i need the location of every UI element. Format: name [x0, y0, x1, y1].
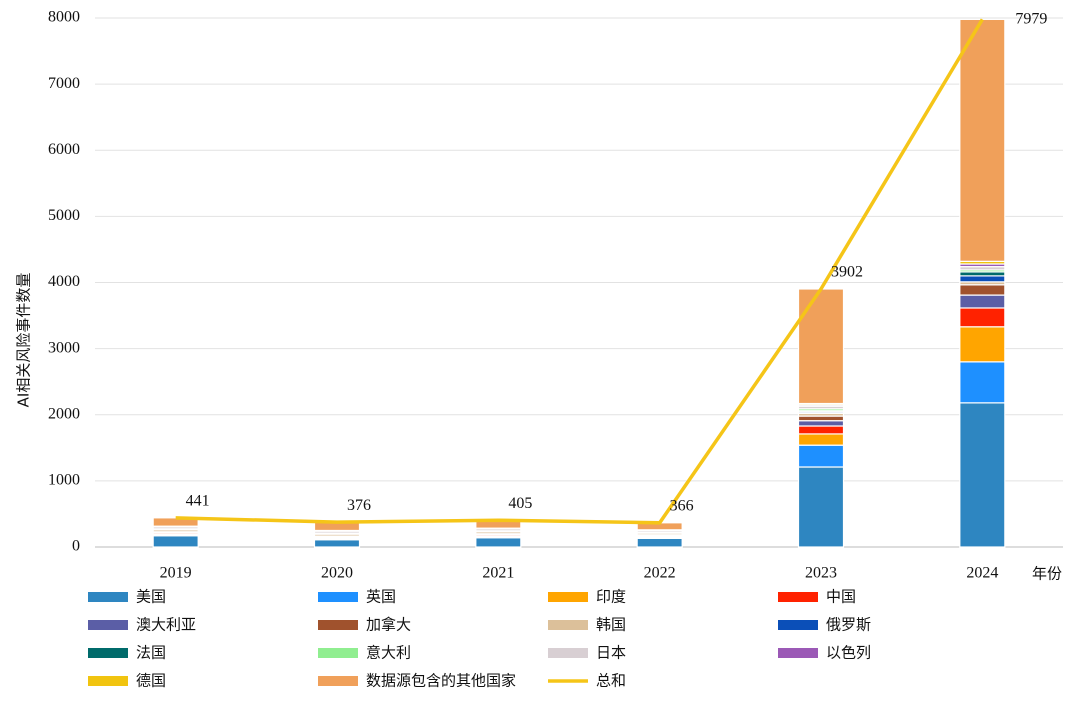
x-tick-label: 2021: [482, 565, 514, 582]
bar-segment: [799, 445, 844, 467]
data-label: 7979: [1015, 11, 1047, 28]
x-tick-label: 2019: [160, 565, 192, 582]
legend-swatch: [88, 648, 128, 658]
y-axis-label: AI相关风险事件数量: [15, 273, 33, 408]
legend-swatch: [778, 620, 818, 630]
bar-segment: [960, 362, 1005, 403]
legend-swatch: [778, 648, 818, 658]
legend-swatch: [88, 676, 128, 686]
bar-segment: [960, 327, 1005, 362]
y-tick-label: 3000: [48, 339, 80, 356]
data-label: 376: [347, 497, 371, 514]
x-tick-label: 2022: [644, 565, 676, 582]
bar-segment: [637, 538, 682, 547]
bar-segment: [799, 434, 844, 445]
bar-segment: [960, 19, 1005, 261]
bar-segment: [960, 403, 1005, 547]
legend-swatch: [318, 648, 358, 658]
legend-label: 俄罗斯: [826, 616, 871, 634]
bar-segment: [799, 467, 844, 547]
legend-swatch: [548, 592, 588, 602]
bar-segment: [476, 538, 521, 547]
legend-label: 法国: [136, 644, 166, 662]
bar-segment: [799, 416, 844, 421]
legend-label: 意大利: [366, 644, 411, 662]
y-tick-label: 5000: [48, 207, 80, 224]
x-tick-label: 2024: [966, 565, 998, 582]
legend-swatch: [548, 620, 588, 630]
y-tick-label: 6000: [48, 141, 80, 158]
bar-segment: [799, 289, 844, 404]
legend-swatch: [318, 620, 358, 630]
bar-segment: [960, 308, 1005, 327]
bar-segment: [799, 426, 844, 434]
legend-label: 韩国: [596, 616, 626, 634]
legend-swatch: [88, 620, 128, 630]
bar-segment: [960, 295, 1005, 308]
x-tick-label: 2023: [805, 565, 837, 582]
y-tick-label: 7000: [48, 75, 80, 92]
legend-label: 德国: [136, 672, 166, 690]
legend-swatch: [778, 592, 818, 602]
legend-label: 加拿大: [366, 616, 411, 634]
bar-segment: [799, 421, 844, 426]
legend-swatch: [88, 592, 128, 602]
bar-segment: [960, 276, 1005, 282]
legend-label: 中国: [826, 588, 856, 606]
legend-label: 印度: [596, 588, 626, 606]
bar-segment: [315, 540, 360, 547]
legend-label: 数据源包含的其他国家: [366, 672, 516, 690]
bar-segment: [960, 285, 1005, 295]
legend-swatch: [548, 648, 588, 658]
data-label: 3902: [831, 264, 863, 281]
legend-label: 英国: [366, 588, 396, 606]
legend-label: 澳大利亚: [136, 616, 196, 634]
data-label: 441: [186, 493, 210, 510]
y-tick-label: 2000: [48, 405, 80, 422]
legend-label: 日本: [596, 644, 626, 662]
data-label: 405: [508, 495, 532, 512]
legend-swatch: [318, 676, 358, 686]
y-tick-label: 4000: [48, 273, 80, 290]
legend-label: 美国: [136, 588, 166, 606]
data-label: 366: [670, 497, 694, 514]
bar-segment: [153, 536, 198, 547]
y-tick-label: 1000: [48, 472, 80, 489]
legend-label: 总和: [596, 672, 626, 690]
x-tick-label: 2020: [321, 565, 353, 582]
y-tick-label: 8000: [48, 9, 80, 26]
y-tick-label: 0: [72, 538, 80, 555]
legend-label: 以色列: [826, 644, 871, 662]
legend-swatch: [318, 592, 358, 602]
x-axis-label: 年份: [1032, 565, 1062, 583]
